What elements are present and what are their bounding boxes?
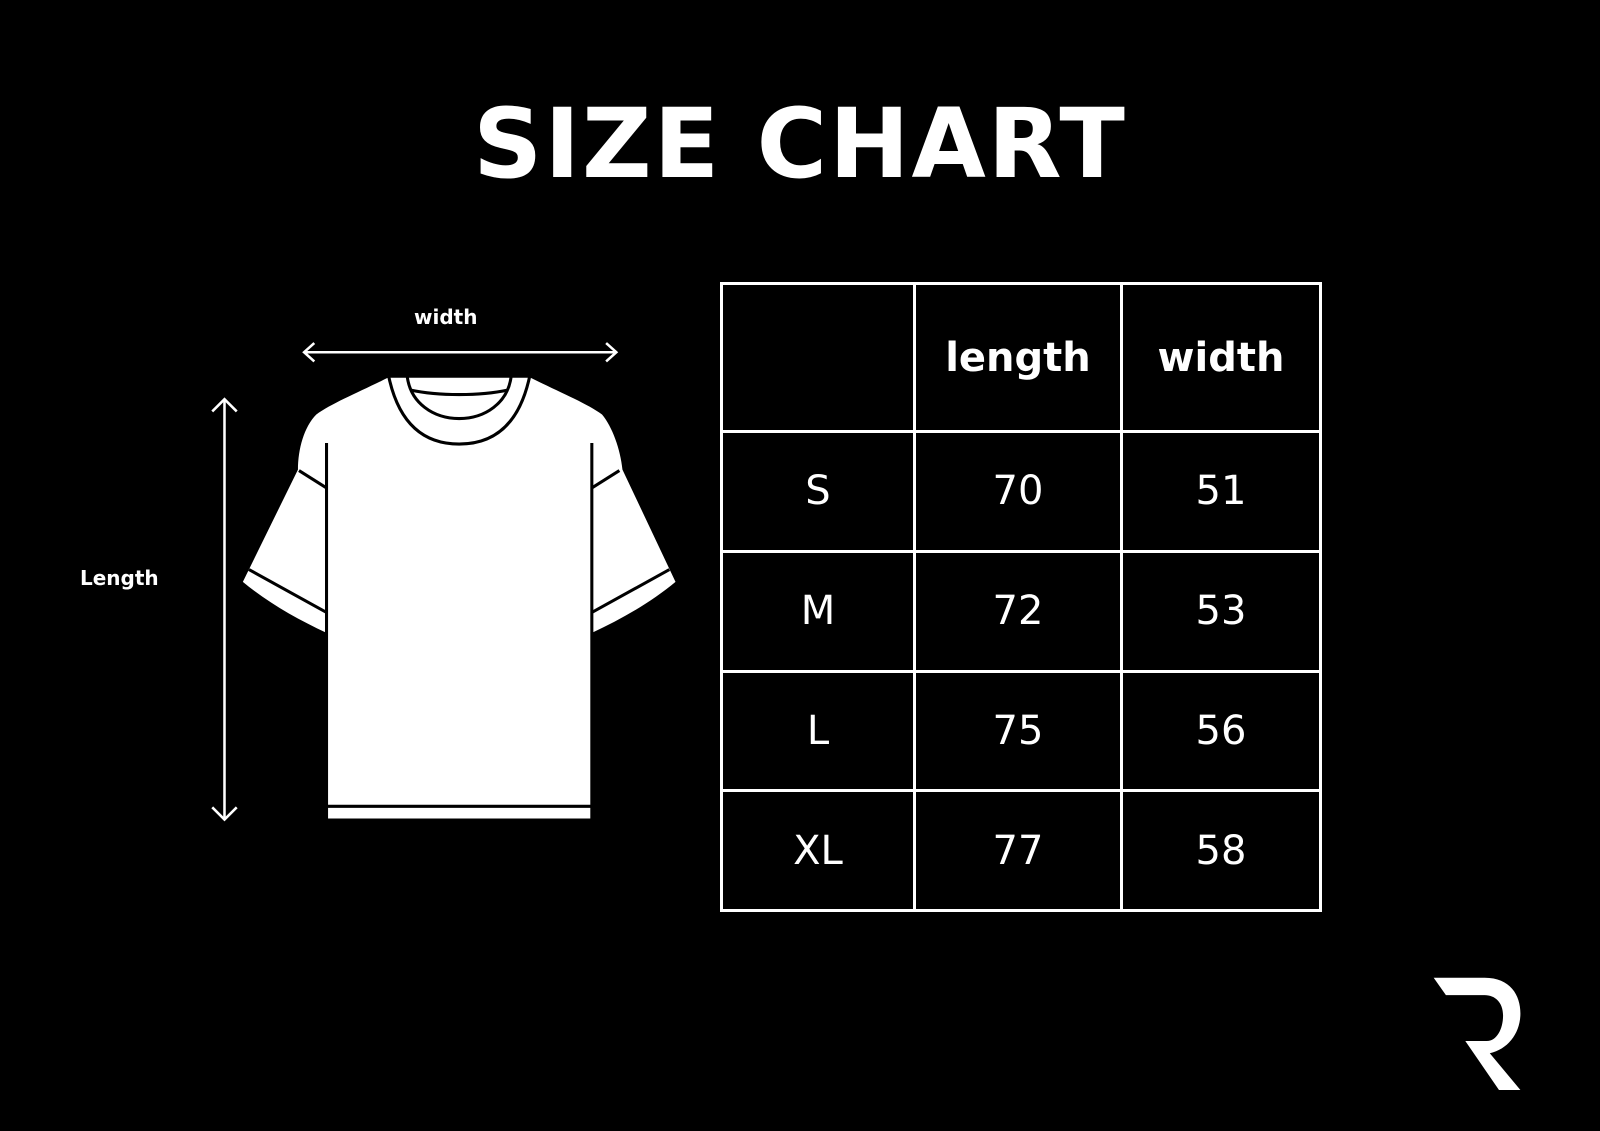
length-arrow-icon	[211, 397, 238, 822]
length-cell: 70	[913, 430, 1123, 553]
table-row: XL 77 58	[720, 789, 1322, 912]
width-arrow-icon	[302, 342, 619, 363]
header-cell-length: length	[913, 282, 1123, 433]
length-cell: 75	[913, 669, 1123, 793]
width-label: width	[414, 305, 478, 329]
page-title: SIZE CHART	[473, 88, 1127, 200]
width-cell: 58	[1120, 789, 1322, 912]
width-cell: 53	[1120, 549, 1322, 673]
length-label: Length	[80, 566, 159, 590]
width-cell: 56	[1120, 669, 1322, 793]
size-cell: XL	[720, 789, 916, 912]
width-cell: 51	[1120, 430, 1322, 553]
header-cell-size	[720, 282, 916, 433]
header-cell-width: width	[1120, 282, 1322, 433]
size-cell: L	[720, 669, 916, 793]
length-cell: 77	[913, 789, 1123, 912]
size-table: length width S 70 51 M 72 53 L 75 56 XL …	[720, 282, 1322, 912]
tshirt-icon	[242, 375, 676, 819]
table-row: L 75 56	[720, 669, 1322, 793]
size-cell: S	[720, 430, 916, 553]
size-cell: M	[720, 549, 916, 673]
logo-r-icon	[1433, 977, 1521, 1090]
table-row: S 70 51	[720, 430, 1322, 553]
length-cell: 72	[913, 549, 1123, 673]
table-row: M 72 53	[720, 549, 1322, 673]
table-header-row: length width	[720, 282, 1322, 433]
